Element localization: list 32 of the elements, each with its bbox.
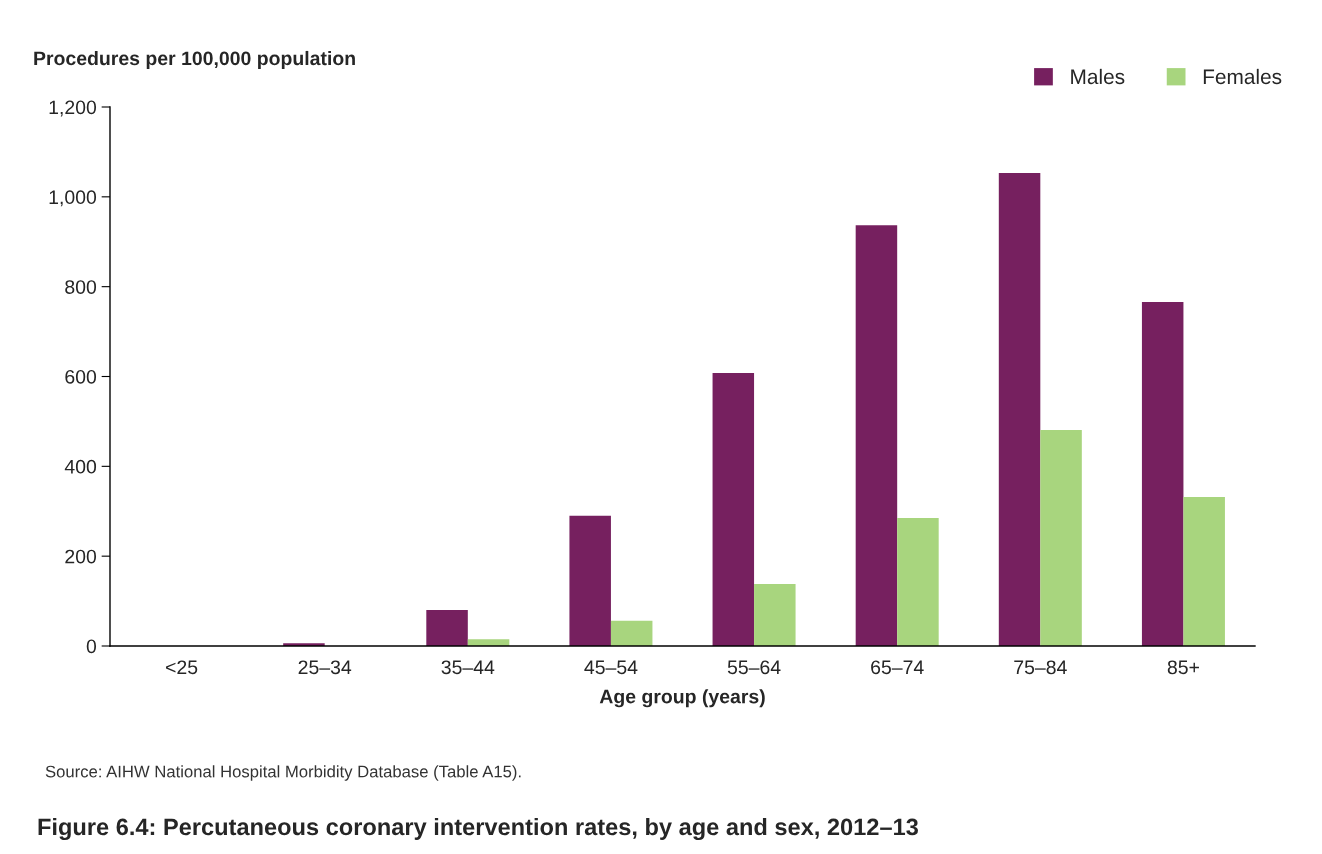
y-tick-label: 0 xyxy=(86,639,97,654)
bar xyxy=(1141,301,1184,646)
y-axis-title: Procedures per 100,000 population xyxy=(34,50,355,70)
source-note: Source: AIHW National Hospital Morbidity Database (Table A15). xyxy=(45,765,521,781)
y-tick-label: 600 xyxy=(65,369,97,384)
bar xyxy=(1183,496,1225,646)
bar xyxy=(1040,429,1082,646)
x-tick-label: 85+ xyxy=(1167,660,1199,675)
x-tick-label: <25 xyxy=(166,660,198,675)
x-axis-title: Age group (years) xyxy=(599,689,765,708)
bar xyxy=(712,372,755,646)
bar xyxy=(426,610,468,646)
x-tick-label: 45–54 xyxy=(584,660,638,675)
y-tick-label: 200 xyxy=(65,549,97,564)
y-tick-label: 400 xyxy=(64,459,97,474)
text: Figure 6.4: Percutaneous coronary intervention rates, by age and sex, 2012–13 xyxy=(38,817,918,841)
y-tick-label: 1,000 xyxy=(49,190,97,207)
bar xyxy=(855,225,898,646)
bar xyxy=(569,515,611,646)
x-tick-label: 25–34 xyxy=(298,660,352,675)
y-tick-label: 800 xyxy=(65,280,97,294)
legend-label: Males xyxy=(1071,68,1125,85)
x-tick-label: 55–64 xyxy=(727,660,781,675)
x-tick-label: 35–44 xyxy=(441,660,495,675)
y-tick-label: 1,200 xyxy=(49,100,97,117)
bar xyxy=(998,173,1041,646)
x-tick-label: 65–74 xyxy=(871,660,924,675)
bar xyxy=(610,620,653,646)
bar xyxy=(754,584,796,646)
bar xyxy=(897,517,939,646)
x-tick-label: 75–84 xyxy=(1014,660,1067,675)
legend-label: Females xyxy=(1203,68,1282,85)
